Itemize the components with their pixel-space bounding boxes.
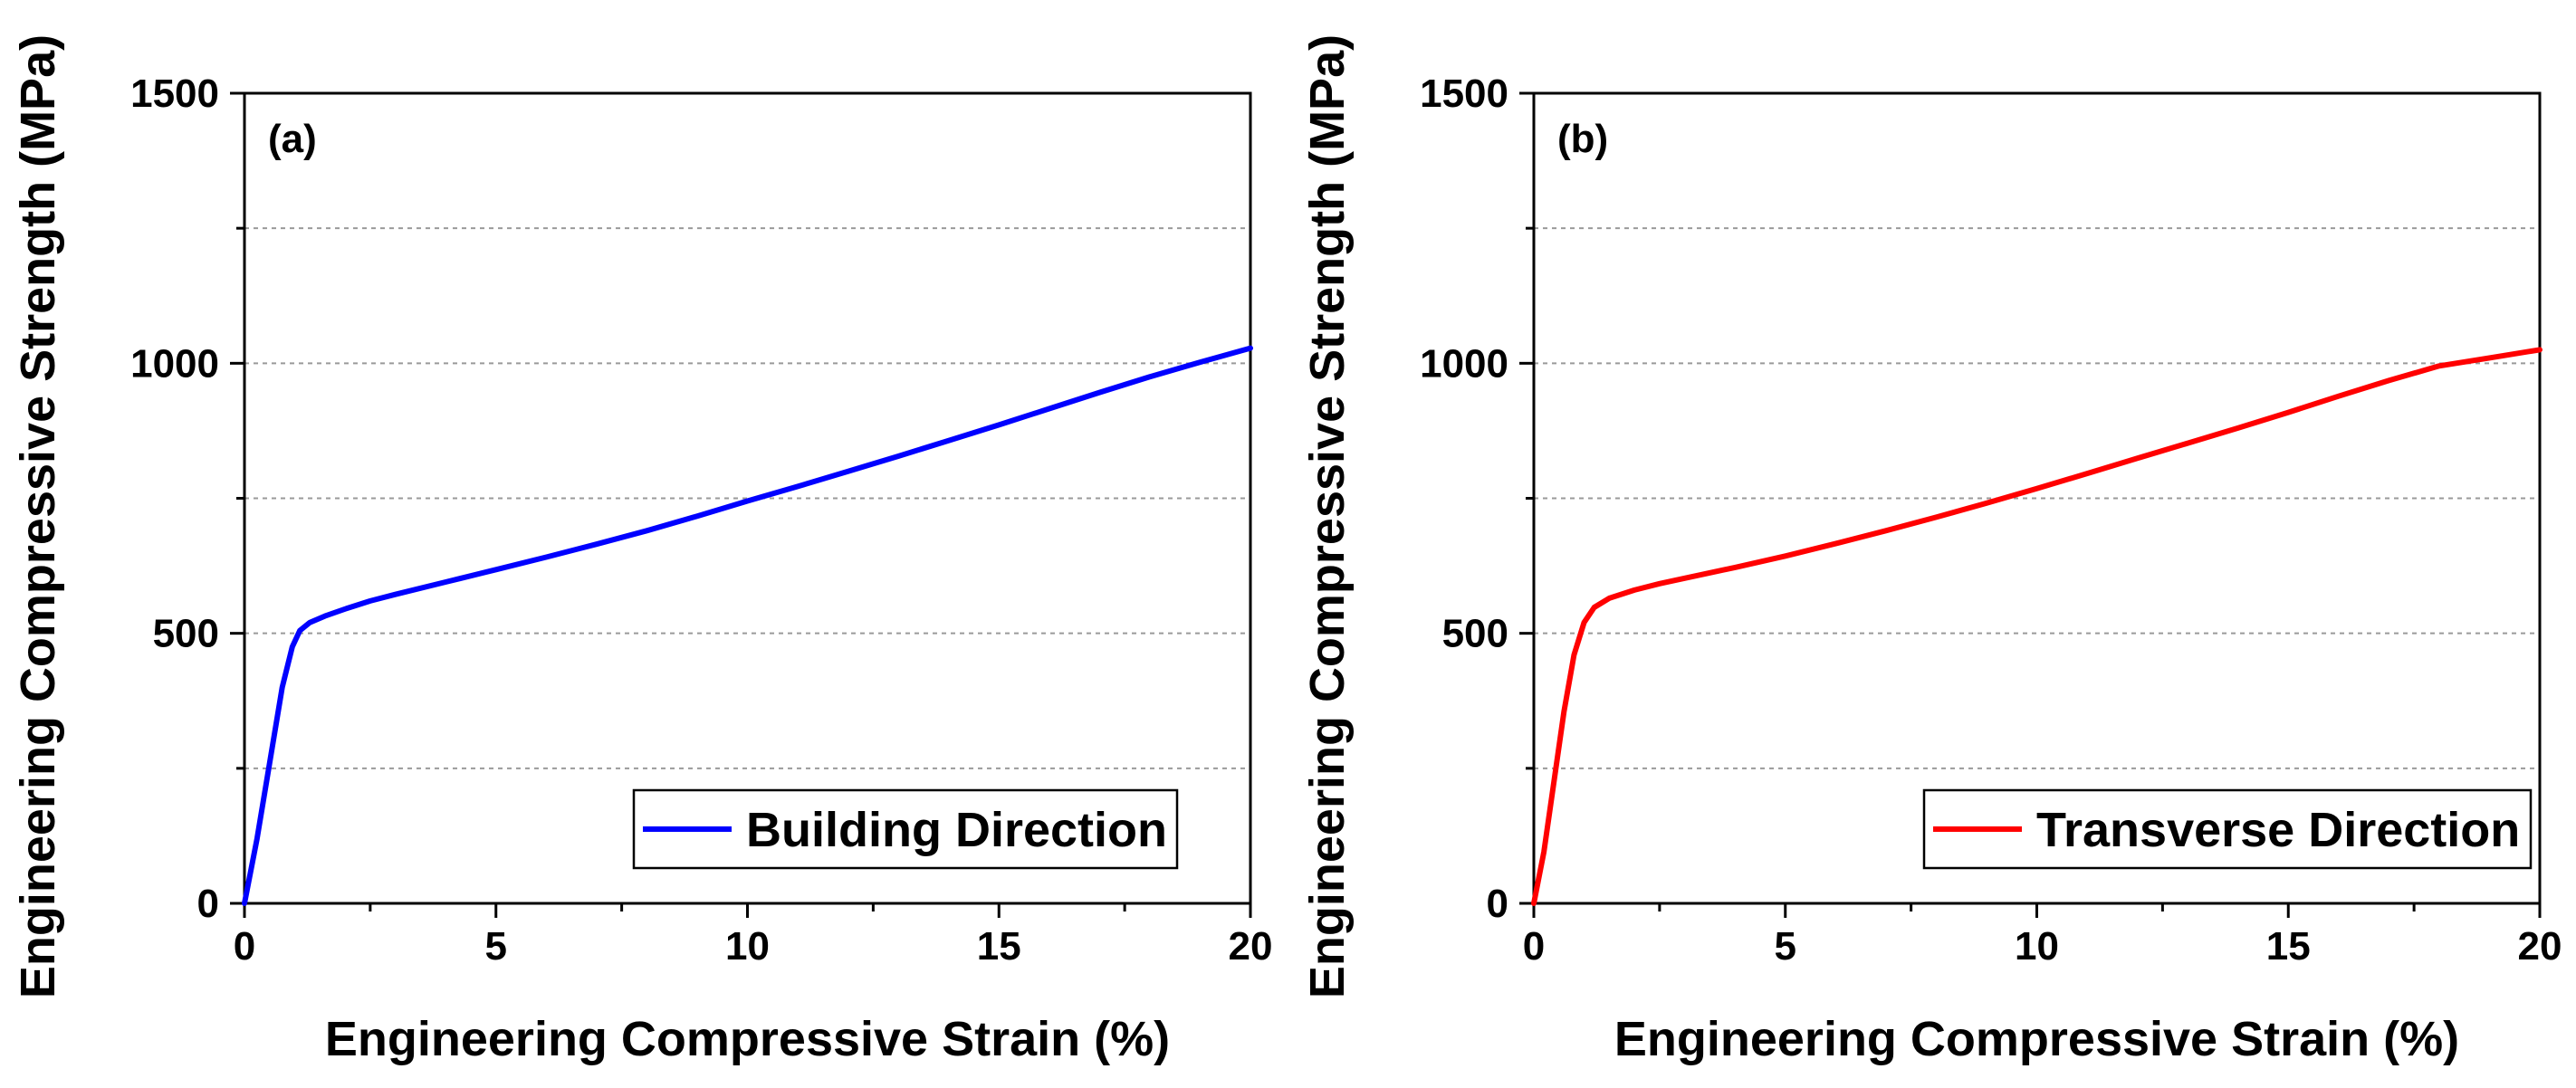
legend-box [1922, 788, 2533, 870]
panel-label: (a) [268, 117, 317, 161]
series-line-1 [242, 345, 1253, 906]
y-axis-title: Engineering Compressive Strength (MPa) [1300, 34, 1355, 998]
chart-panel-b: 0 5 10 15 20 0 500 1000 1500 Engineering Compress… [1300, 34, 2562, 1066]
y-tick-label: 0 [1487, 882, 1508, 926]
y-tick-label: 1500 [130, 72, 219, 116]
series-line-1 [1531, 347, 2542, 906]
x-tick-label: 10 [2015, 924, 2059, 969]
y-tick-label: 0 [197, 882, 219, 926]
y-axis-title: Engineering Compressive Strength (MPa) [11, 34, 65, 998]
x-tick-label: 20 [2518, 924, 2562, 969]
x-tick-label: 15 [2266, 924, 2311, 969]
x-tick-label: 10 [725, 924, 770, 969]
x-tick-label: 5 [485, 924, 507, 969]
legend-label: Transverse Direction [2036, 803, 2520, 857]
legend: Building Direction [632, 788, 1179, 870]
y-tick-label: 1000 [1420, 341, 1508, 386]
panel-label: (b) [1557, 117, 1608, 161]
y-tick-label: 500 [1442, 612, 1508, 656]
x-tick-label: 0 [1523, 924, 1545, 969]
x-tick-label: 20 [1229, 924, 1273, 969]
x-tick-label: 5 [1775, 924, 1796, 969]
x-tick-label: 15 [977, 924, 1021, 969]
y-tick-label: 1000 [130, 341, 219, 386]
x-tick-label: 0 [234, 924, 255, 969]
y-tick-label: 1500 [1420, 72, 1508, 116]
x-axis-title: Engineering Compressive Strain (%) [325, 1012, 1170, 1066]
legend-label: Building Direction [746, 803, 1167, 857]
x-axis-title: Engineering Compressive Strain (%) [1614, 1012, 2459, 1066]
chart-panel-a: 0 5 10 15 20 0 500 1000 1500 Engineering Compress… [11, 34, 1272, 1066]
y-tick-label: 500 [153, 612, 219, 656]
legend: Transverse Direction [1922, 788, 2533, 870]
